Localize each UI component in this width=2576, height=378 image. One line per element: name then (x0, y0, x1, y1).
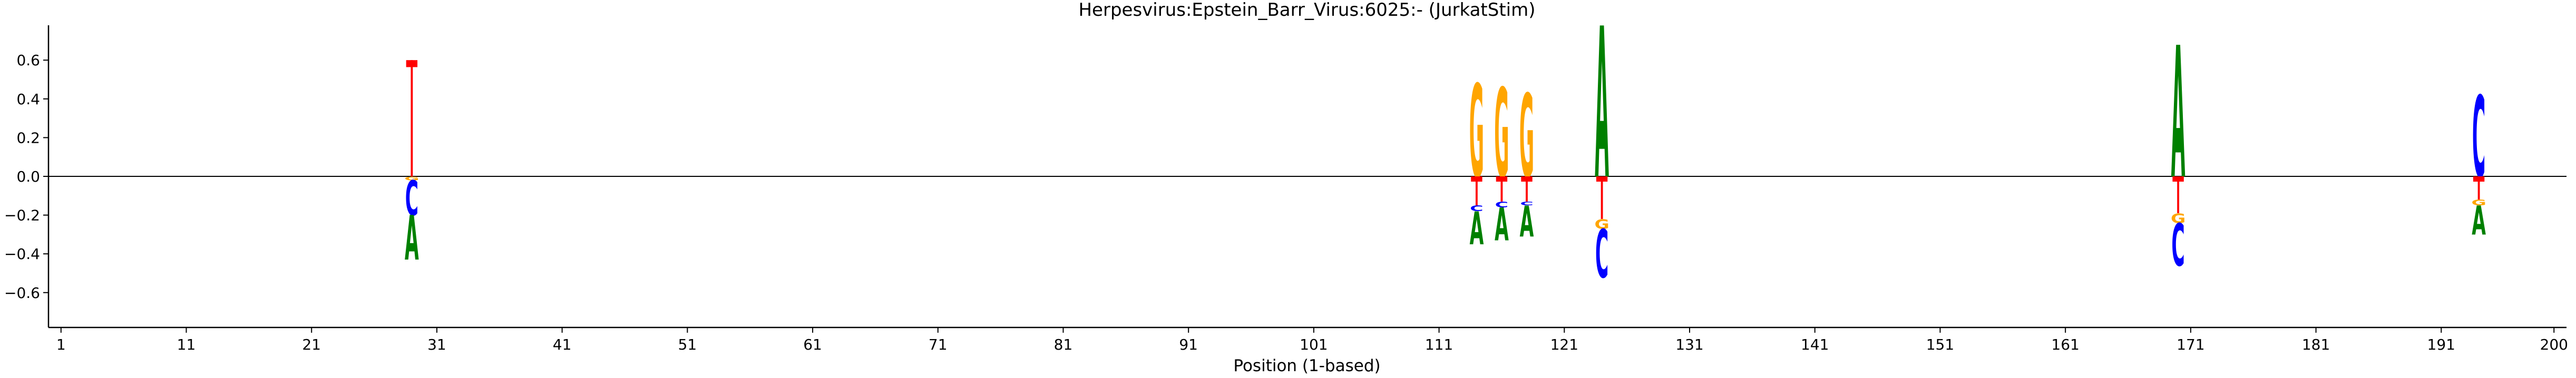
logo-letter-A: A (2472, 197, 2486, 244)
y-tick-label: 0.6 (16, 52, 40, 69)
logo-letter-T-stem (2477, 176, 2480, 200)
logo-letter-C: C (405, 171, 418, 227)
y-tick-label: 0.0 (16, 168, 40, 185)
logo-column: GCA (1494, 64, 1509, 251)
logo-column: GCA (404, 60, 419, 275)
x-tick-label: 151 (1926, 336, 1954, 353)
axes: −0.6−0.4−0.20.00.20.40.61 11 21 31 41 51 61 71 8… (4, 25, 2568, 353)
logo-letter-G: G (1594, 217, 1609, 232)
x-tick-label: 181 (2302, 336, 2330, 353)
logo-letter-T-stem (411, 60, 413, 176)
logo-letter-A: A (1470, 203, 1484, 255)
x-tick-label: 61 (803, 336, 822, 353)
x-axis-label: Position (1-based) (1233, 356, 1380, 375)
logo-letter-C: C (1520, 201, 1533, 207)
x-tick-label: 11 (177, 336, 196, 353)
x-tick-label: 111 (1425, 336, 1453, 353)
logo-letter-T-stem (1601, 176, 1603, 219)
x-tick-label: 121 (1550, 336, 1578, 353)
logo-column: GCA (1469, 58, 1484, 255)
x-tick-label: 21 (302, 336, 321, 353)
logo-letter-G: G (404, 175, 419, 182)
x-tick-label: 200 (2540, 336, 2568, 353)
logo-column: AGC (1594, 0, 1609, 293)
x-tick-label: 1 (56, 336, 66, 353)
x-tick-label: 51 (678, 336, 697, 353)
logo-letter-A: A (405, 204, 419, 274)
x-tick-label: 191 (2427, 336, 2455, 353)
logo-column: GCA (1519, 71, 1534, 247)
logo-letter-G: G (2171, 211, 2185, 226)
logo-letter-C: C (1595, 215, 1608, 293)
logo-letter-T-stem (2177, 176, 2180, 213)
x-tick-label: 101 (1300, 336, 1328, 353)
logo-letter-T-stem (1475, 176, 1478, 206)
y-tick-label: −0.2 (4, 207, 40, 224)
logo-letter-A: A (1520, 197, 1534, 247)
x-tick-label: 71 (929, 336, 948, 353)
x-tick-label: 141 (1801, 336, 1829, 353)
y-tick-label: −0.4 (4, 245, 40, 263)
logo-letter-A: A (1495, 199, 1509, 252)
x-tick-label: 31 (427, 336, 446, 353)
x-tick-label: 91 (1179, 336, 1198, 353)
x-tick-label: 171 (2177, 336, 2204, 353)
logo-letter-C: C (2171, 212, 2184, 280)
logo-column: CGA (2471, 73, 2486, 244)
logo-letter-T-stem (1500, 176, 1503, 202)
x-tick-label: 81 (1054, 336, 1073, 353)
chart-title: Herpesvirus:Epstein_Barr_Virus:6025:- (J… (1078, 0, 1535, 21)
logo-letter-C: C (1495, 200, 1508, 210)
x-tick-label: 161 (2051, 336, 2079, 353)
x-tick-label: 41 (553, 336, 572, 353)
y-tick-label: 0.2 (16, 129, 40, 146)
logo-letter-G: G (2471, 198, 2486, 208)
logo-letter-C: C (1470, 204, 1483, 214)
y-tick-label: 0.4 (16, 91, 40, 108)
logo-letter-T-stem (1526, 176, 1528, 202)
y-tick-label: −0.6 (4, 284, 40, 302)
logo-column: AGC (2171, 9, 2185, 280)
x-tick-label: 131 (1675, 336, 1703, 353)
